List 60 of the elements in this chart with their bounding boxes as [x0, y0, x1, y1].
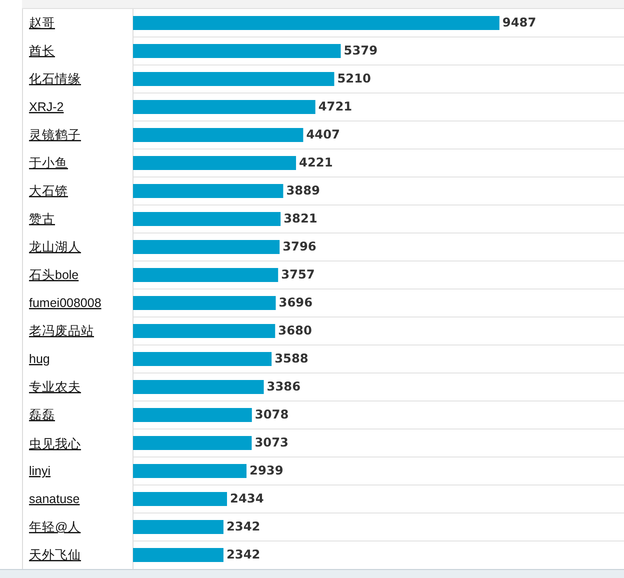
data-label: 2939	[250, 463, 284, 478]
data-label: 3821	[284, 211, 318, 226]
bar	[133, 492, 228, 506]
y-tick-label: fumei008008	[29, 296, 102, 310]
data-label: 2342	[226, 519, 260, 534]
y-tick-label: 老冯废品站	[29, 324, 94, 338]
data-label: 4221	[299, 155, 333, 170]
y-tick-label: 专业农夫	[29, 380, 81, 394]
y-tick-label: 赞古	[29, 212, 55, 226]
bar	[133, 100, 316, 114]
data-label: 4721	[318, 99, 352, 114]
bar	[133, 184, 284, 198]
data-label: 5379	[344, 43, 378, 58]
bar	[133, 240, 280, 254]
y-tick-label: 年轻@人	[29, 520, 81, 534]
bar	[133, 128, 304, 142]
data-label: 3073	[254, 435, 288, 450]
data-label: 2434	[230, 491, 264, 506]
data-label: 5210	[337, 71, 371, 86]
y-tick-label: 大石锛	[29, 184, 68, 198]
bar	[133, 212, 281, 226]
bar	[133, 296, 276, 310]
y-tick-label: XRJ-2	[29, 100, 64, 114]
bar	[133, 16, 500, 30]
data-label: 4407	[306, 127, 340, 142]
y-tick-label: 灵镜鹤子	[29, 128, 81, 142]
bar	[133, 268, 278, 282]
y-tick-label: 酋长	[29, 44, 55, 58]
y-tick-label: hug	[29, 352, 50, 366]
y-tick-label: linyi	[29, 464, 51, 478]
bar	[133, 464, 247, 478]
data-label: 3696	[278, 295, 313, 310]
bar	[133, 72, 334, 86]
data-label: 3757	[281, 267, 315, 282]
data-label: 3386	[266, 379, 301, 394]
y-tick-label: sanatuse	[29, 492, 80, 506]
bar	[133, 44, 341, 58]
bar	[133, 520, 224, 534]
bar	[133, 380, 264, 394]
bar	[133, 436, 252, 450]
data-label: 3889	[286, 183, 320, 198]
data-label: 3588	[274, 351, 308, 366]
data-label: 2342	[226, 547, 260, 562]
data-label: 3078	[254, 407, 289, 422]
data-label: 9487	[502, 15, 536, 30]
y-tick-label: 龙山湖人	[29, 240, 81, 254]
y-tick-label: 磊磊	[29, 408, 55, 422]
bar	[133, 548, 224, 562]
y-tick-label: 化石情缘	[29, 72, 81, 86]
data-label: 3796	[282, 239, 316, 254]
y-tick-label: 于小鱼	[29, 156, 68, 170]
data-label: 3680	[278, 323, 312, 338]
y-tick-label: 赵哥	[29, 16, 55, 30]
y-tick-label: 石头bole	[29, 268, 79, 282]
y-tick-label: 天外飞仙	[29, 548, 81, 562]
y-tick-label: 虫见我心	[29, 436, 81, 451]
bar	[133, 352, 272, 366]
bar	[133, 324, 276, 338]
bar	[133, 408, 252, 422]
bar	[133, 156, 296, 170]
